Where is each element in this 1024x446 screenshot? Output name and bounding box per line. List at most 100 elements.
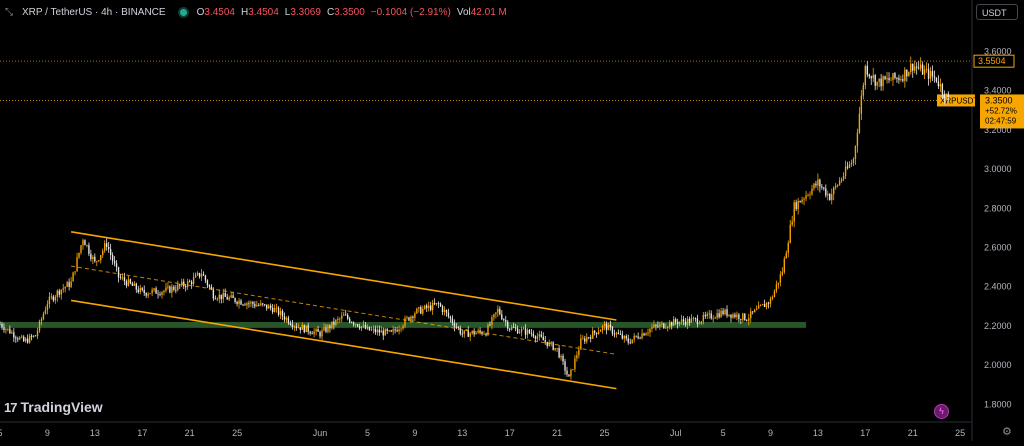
candle-body <box>556 348 558 349</box>
candle-body <box>451 318 454 324</box>
candle-body <box>797 200 799 210</box>
x-tick-label: 25 <box>955 428 965 438</box>
candle-body <box>366 326 369 329</box>
candle-body <box>94 256 96 262</box>
candle-body <box>431 302 434 311</box>
candle-body <box>372 328 375 330</box>
candle-body <box>410 316 412 321</box>
candle-body <box>285 317 288 320</box>
channel-upper-line <box>70 231 617 321</box>
candle-body <box>870 76 872 79</box>
candle-body <box>767 302 770 304</box>
candle-body <box>878 78 880 82</box>
candle-body <box>736 314 738 318</box>
horizontal-level-label: 3.5504 <box>978 56 1006 66</box>
candle-body <box>315 329 317 332</box>
candle-body <box>275 307 278 309</box>
candle-body <box>358 326 361 329</box>
candle-body <box>159 294 161 296</box>
candle-body <box>113 260 116 264</box>
candle-body <box>759 305 762 306</box>
y-tick-label: 2.0000 <box>984 360 1012 370</box>
candle-body <box>396 330 398 332</box>
candle-body <box>181 281 183 286</box>
candle-body <box>216 298 219 300</box>
candle-body <box>323 327 325 331</box>
channel-layer <box>70 231 617 390</box>
candle-body <box>827 194 829 196</box>
candle-body <box>941 84 944 94</box>
candle-body <box>175 289 177 291</box>
candle-body <box>477 330 479 333</box>
candle-body <box>418 307 420 309</box>
candle-body <box>795 202 797 210</box>
candle-body <box>848 164 851 168</box>
tradingview-logo-text: TradingView <box>20 399 103 415</box>
candle-body <box>931 71 934 77</box>
candle-body <box>129 279 132 284</box>
candle-body <box>163 290 165 293</box>
candle-body <box>222 293 224 300</box>
candle-body <box>420 307 422 314</box>
candle-body <box>198 272 201 277</box>
market-status-icon[interactable] <box>179 8 187 16</box>
candle-body <box>173 286 175 290</box>
candle-body <box>825 188 827 196</box>
candle-body <box>475 332 477 335</box>
candle-body <box>838 180 841 185</box>
chart-header: ⤡ XRP / TetherUS · 4h · BINANCE O 3.4504 … <box>0 0 970 24</box>
candle-body <box>611 327 614 334</box>
candle-body <box>497 308 499 313</box>
candle-body <box>850 162 853 165</box>
x-tick-label: 5 <box>365 428 370 438</box>
candle-body <box>153 288 155 290</box>
candle-body <box>572 369 574 370</box>
gear-icon[interactable]: ⚙ <box>1002 426 1012 438</box>
candle-body <box>483 333 485 335</box>
candle-body <box>564 361 566 371</box>
candle-body <box>505 320 507 322</box>
candle-body <box>908 72 910 77</box>
candle-body <box>404 318 406 326</box>
candle-body <box>167 286 169 288</box>
currency-button[interactable]: USDT <box>976 4 1018 20</box>
candle-body <box>72 272 74 282</box>
candle-body <box>19 337 21 340</box>
horizontal-level-badge <box>973 54 1015 68</box>
candle-body <box>625 336 627 339</box>
candle-body <box>232 295 234 298</box>
candle-body <box>264 304 266 306</box>
candle-body <box>117 267 120 278</box>
candle-body <box>584 338 586 342</box>
candle-body <box>341 315 343 319</box>
candle-body <box>400 328 402 330</box>
symbol-title[interactable]: XRP / TetherUS · 4h · BINANCE <box>22 6 166 18</box>
candle-body <box>554 348 556 350</box>
candle-body <box>501 314 503 320</box>
x-tick-label: 17 <box>860 428 870 438</box>
candle-body <box>866 65 868 75</box>
candle-body <box>694 318 697 320</box>
candle-body <box>34 335 37 337</box>
x-tick-label: 9 <box>768 428 773 438</box>
candle-body <box>898 78 900 81</box>
candle-body <box>429 305 432 311</box>
candle-body <box>17 338 19 340</box>
flash-icon[interactable]: ϟ <box>934 404 949 419</box>
candle-body <box>48 296 51 305</box>
candle-body <box>376 329 379 333</box>
candle-body <box>597 331 600 335</box>
x-tick-label: 25 <box>600 428 610 438</box>
tradingview-logo[interactable]: 17 TradingView <box>4 399 103 415</box>
candle-body <box>817 179 819 186</box>
candle-body <box>246 303 248 306</box>
candle-body <box>90 253 92 259</box>
candle-body <box>613 333 616 335</box>
collapse-arrows-icon[interactable]: ⤡ <box>5 6 13 18</box>
candle-body <box>765 302 768 308</box>
candle-body <box>534 336 537 339</box>
candle-body <box>256 305 258 307</box>
candle-body <box>880 78 882 87</box>
